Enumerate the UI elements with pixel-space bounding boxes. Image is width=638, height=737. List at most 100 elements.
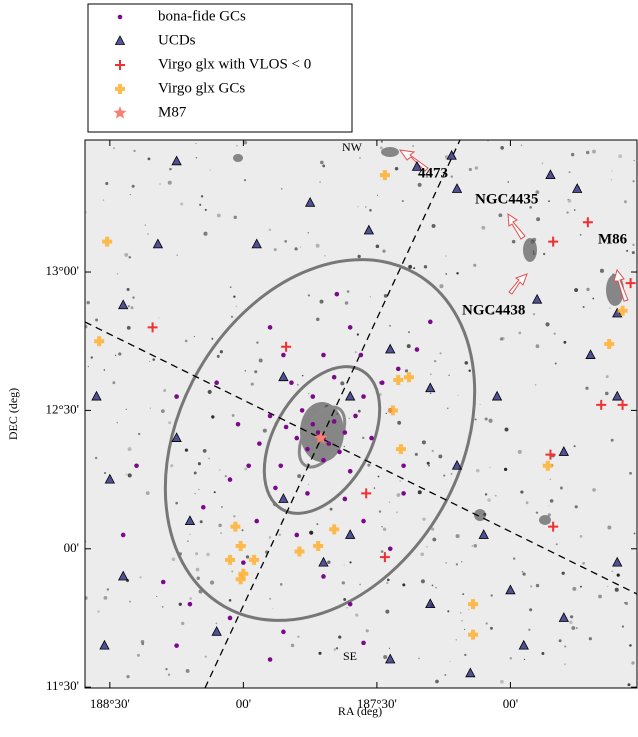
ucd-point [446,149,457,160]
gc-point [246,463,252,469]
gc-point [294,435,300,441]
sky-source [579,233,582,236]
sky-source [85,596,88,600]
sky-source [362,436,365,440]
ucd-point [451,183,463,193]
arrow-ngc4435 [507,213,526,240]
sky-source [610,438,614,442]
gc-point [387,546,393,552]
sky-source [572,586,577,591]
legend-symbol [115,84,125,94]
sky-source [607,585,609,588]
sky-source [299,246,301,248]
sky-source [112,147,116,150]
sky-source [582,561,585,565]
gc-point [347,325,353,330]
sky-source [445,562,447,564]
overlays [85,140,637,688]
galaxy [474,509,486,521]
sky-source [229,286,232,289]
sky-source [103,471,107,475]
gc-point [342,496,348,502]
sky-source [112,381,116,385]
sky-source [507,181,509,183]
sky-source [149,407,151,409]
sky-source [103,595,108,600]
sky-source [102,199,105,201]
sky-source [568,171,571,174]
sky-source [127,473,132,478]
sky-source [380,140,383,143]
sky-source [574,505,578,509]
gc-point [337,449,342,455]
sky-source [408,264,413,269]
x-tick-label: 00' [503,696,518,711]
sky-source [195,157,198,159]
sky-source [280,187,283,190]
sky-source [462,593,465,596]
galaxy-gc-point [468,599,479,610]
sky-source [318,651,322,655]
sky-source [136,653,140,657]
arrow-m86 [613,268,629,302]
sky-source [375,244,380,249]
gc-point [361,640,366,646]
ucd-point [385,343,396,354]
gc-point [174,394,179,399]
galaxy-point [617,399,628,410]
sky-source [284,240,287,243]
sky-source [189,597,193,600]
sky-source [501,336,505,341]
sky-source [180,202,184,206]
galaxy-gc-point [403,372,414,383]
sky-source [127,447,132,452]
sky-source [575,627,578,630]
gc-point [321,457,326,463]
sky-source [456,272,459,275]
gc-point [134,463,139,469]
sky-source [592,297,595,300]
sky-source [124,252,129,257]
sky-source [296,383,299,386]
galaxy-gc-point [294,546,305,557]
sky-source [488,418,493,423]
x-tick-label: 188°30' [90,696,130,711]
sky-source [447,610,450,613]
sky-source [338,635,342,639]
sky-source [464,628,466,630]
sky-source [187,540,189,542]
sky-source [139,576,142,579]
gc-point [331,374,337,380]
sky-source [520,490,524,494]
legend-symbol [114,35,126,45]
sky-source [494,494,497,497]
sky-source [105,181,109,186]
sky-source [243,140,248,145]
ucd-point [612,307,623,318]
gc-point [299,408,305,413]
sky-source [127,305,130,308]
sky-source [178,602,182,606]
sky-source [256,341,259,344]
ucd-point [211,625,222,636]
sky-source [417,182,422,187]
ucd-point [465,667,476,678]
ucd-point [278,493,289,503]
sky-source [169,167,172,171]
sky-source [445,255,447,257]
sky-source [386,581,389,585]
sky-source [450,175,454,178]
sky-source [254,370,258,374]
sky-source [418,657,420,660]
galaxy-point [548,236,559,247]
sky-source [324,255,326,257]
sky-source [209,169,211,171]
sky-source [475,468,480,473]
sky-source [340,381,345,386]
gc-point [414,347,420,352]
sky-source [376,194,379,196]
sky-source [457,394,459,396]
galaxy-point [147,322,158,333]
legend-label: M87 [158,104,187,120]
ucd-point [304,196,316,207]
